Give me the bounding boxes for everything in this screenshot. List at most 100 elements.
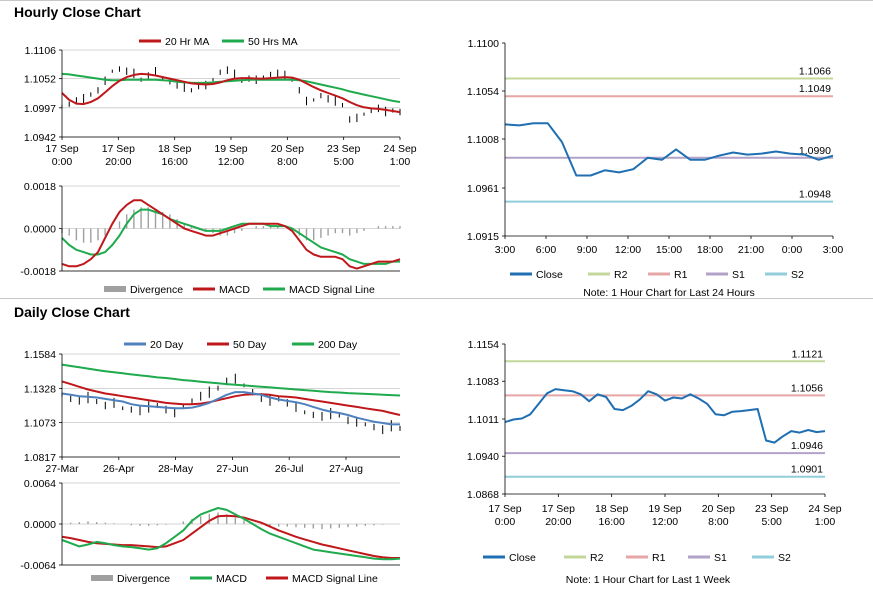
hourly-levels-legend-r1-label: R1: [674, 269, 688, 281]
weekly-levels-tick-label: 1.1011: [468, 414, 499, 426]
hourly-levels-legend-s2-label: S2: [791, 269, 804, 281]
weekly-levels-x-tick-label: 20:00: [545, 516, 571, 528]
hourly-20ma-line: [61, 72, 401, 114]
weekly-levels-tick-label: 1.1083: [467, 376, 499, 388]
hourly-macd-tick-label: 0.0018: [24, 181, 56, 193]
hourly-price-x-tick-label: 20:00: [105, 156, 131, 168]
hourly-price-tick-label: 1.1052: [24, 74, 56, 86]
weekly-levels-x-tick-label: 12:00: [652, 516, 678, 528]
hourly-legend-divergence-swatch: [104, 286, 126, 292]
weekly-levels-note: Note: 1 Hour Chart for Last 1 Week: [566, 574, 731, 586]
hourly-price-x-tick-label: 8:00: [277, 156, 298, 168]
daily-macd-line: [61, 507, 401, 561]
weekly-levels-legend-r1-label: R1: [652, 552, 666, 564]
daily-macd-tick-label: 0.0064: [24, 478, 56, 490]
weekly-levels-close-line: [504, 388, 826, 444]
hourly-legend-divergence-label: Divergence: [130, 284, 183, 296]
daily-20d-line: [61, 391, 400, 426]
weekly-levels-legend-s2-label: S2: [778, 552, 791, 564]
daily-price-x-tick-label: 27-Mar: [45, 463, 79, 475]
weekly-levels-level-label-r1: 1.1056: [791, 382, 823, 394]
daily-price-tick-label: 1.1073: [24, 418, 56, 430]
daily-price-x-tick-label: 27-Aug: [329, 463, 363, 475]
hourly-section-title: Hourly Close Chart: [14, 4, 141, 20]
hourly-levels-level-label-s1: 1.0990: [799, 145, 831, 157]
daily-price-x-tick-label: 27-Jun: [216, 463, 248, 475]
section-divider: [0, 298, 873, 299]
daily-legend-divergence-label: Divergence: [117, 573, 170, 585]
weekly-levels-x-tick-label: 8:00: [708, 516, 729, 528]
hourly-levels-x-tick-label: 12:00: [615, 244, 641, 256]
hourly-levels-tick-label: 1.1100: [468, 38, 499, 50]
hourly-price-x-tick-label: 23 Sep: [327, 143, 360, 155]
weekly-levels-x-tick-label: 20 Sep: [702, 503, 735, 515]
hourly-levels-legend-r2-label: R2: [614, 269, 628, 281]
daily-price-tick-label: 1.1584: [24, 349, 56, 361]
daily-legend-macd-label: MACD: [216, 573, 247, 585]
hourly-price-x-tick-label: 20 Sep: [271, 143, 304, 155]
daily-section-title: Daily Close Chart: [14, 304, 130, 320]
weekly-levels-legend-close-label: Close: [509, 552, 536, 564]
hourly-levels-tick-label: 1.1054: [467, 86, 499, 98]
top-border: [0, 0, 873, 1]
daily-200d-line: [61, 363, 401, 397]
hourly-price-x-tick-label: 5:00: [333, 156, 354, 168]
hourly-legend-50ma-label: 50 Hrs MA: [248, 36, 298, 48]
weekly-levels-x-tick-label: 5:00: [761, 516, 782, 528]
hourly-levels-x-tick-label: 3:00: [823, 244, 844, 256]
weekly-levels-tick-label: 1.0940: [467, 451, 499, 463]
hourly-price-x-tick-label: 18 Sep: [158, 143, 191, 155]
hourly-price-x-tick-label: 24 Sep: [383, 143, 416, 155]
daily-signal-line: [61, 514, 400, 559]
daily-price-x-tick-label: 28-May: [158, 463, 194, 475]
hourly-levels-level-label-s2: 1.0948: [799, 189, 831, 201]
hourly-levels-level-label-r2: 1.1066: [799, 65, 831, 77]
hourly-price-x-tick-label: 17 Sep: [45, 143, 78, 155]
weekly-levels-x-tick-label: 24 Sep: [808, 503, 841, 515]
weekly-levels-x-tick-label: 23 Sep: [755, 503, 788, 515]
weekly-levels-x-tick-label: 18 Sep: [595, 503, 628, 515]
daily-price-x-tick-label: 26-Jul: [275, 463, 304, 475]
daily-price-x-tick-label: 26-Apr: [103, 463, 135, 475]
hourly-levels-x-tick-label: 6:00: [536, 244, 557, 256]
hourly-signal-line: [61, 208, 400, 265]
weekly-levels-level-label-r2: 1.1121: [792, 348, 823, 360]
daily-50d-line: [61, 380, 401, 416]
daily-legend-signal-label: MACD Signal Line: [292, 573, 378, 585]
hourly-price-tick-label: 1.0942: [24, 132, 56, 144]
weekly-levels-x-tick-label: 1:00: [815, 516, 836, 528]
daily-price-tick-label: 1.0817: [24, 452, 56, 464]
weekly-levels-tick-label: 1.0868: [467, 489, 499, 501]
daily-legend-divergence-swatch: [91, 575, 113, 581]
weekly-levels-x-tick-label: 16:00: [599, 516, 625, 528]
hourly-levels-tick-label: 1.1008: [467, 134, 499, 146]
hourly-levels-x-tick-label: 3:00: [495, 244, 516, 256]
hourly-levels-tick-label: 1.0915: [467, 231, 499, 243]
hourly-price-x-tick-label: 1:00: [390, 156, 411, 168]
hourly-levels-tick-label: 1.0961: [467, 183, 499, 195]
hourly-levels-note: Note: 1 Hour Chart for Last 24 Hours: [583, 287, 755, 299]
daily-legend-20d-label: 20 Day: [150, 339, 184, 351]
weekly-levels-level-label-s1: 1.0946: [791, 440, 823, 452]
weekly-levels-x-tick-label: 19 Sep: [648, 503, 681, 515]
weekly-levels-level-label-s2: 1.0901: [791, 464, 823, 476]
hourly-macd-line: [61, 199, 401, 270]
daily-legend-200d-label: 200 Day: [318, 339, 358, 351]
hourly-levels-level-label-r1: 1.1049: [799, 83, 831, 95]
hourly-levels-x-tick-label: 18:00: [697, 244, 723, 256]
hourly-legend-signal-label: MACD Signal Line: [289, 284, 375, 296]
hourly-legend-macd-label: MACD: [219, 284, 250, 296]
daily-price-tick-label: 1.1328: [24, 383, 56, 395]
hourly-price-x-tick-label: 0:00: [52, 156, 73, 168]
daily-legend-50d-label: 50 Day: [233, 339, 267, 351]
weekly-levels-x-tick-label: 17 Sep: [488, 503, 521, 515]
hourly-levels-x-tick-label: 0:00: [782, 244, 803, 256]
hourly-levels-close-line: [504, 122, 834, 177]
hourly-price-x-tick-label: 16:00: [162, 156, 188, 168]
hourly-price-tick-label: 1.1106: [25, 45, 56, 57]
weekly-levels-x-tick-label: 0:00: [495, 516, 516, 528]
weekly-levels-tick-label: 1.1154: [468, 339, 499, 351]
hourly-levels-legend-close-label: Close: [536, 269, 563, 281]
hourly-price-x-tick-label: 12:00: [218, 156, 244, 168]
weekly-levels-legend-r2-label: R2: [590, 552, 604, 564]
